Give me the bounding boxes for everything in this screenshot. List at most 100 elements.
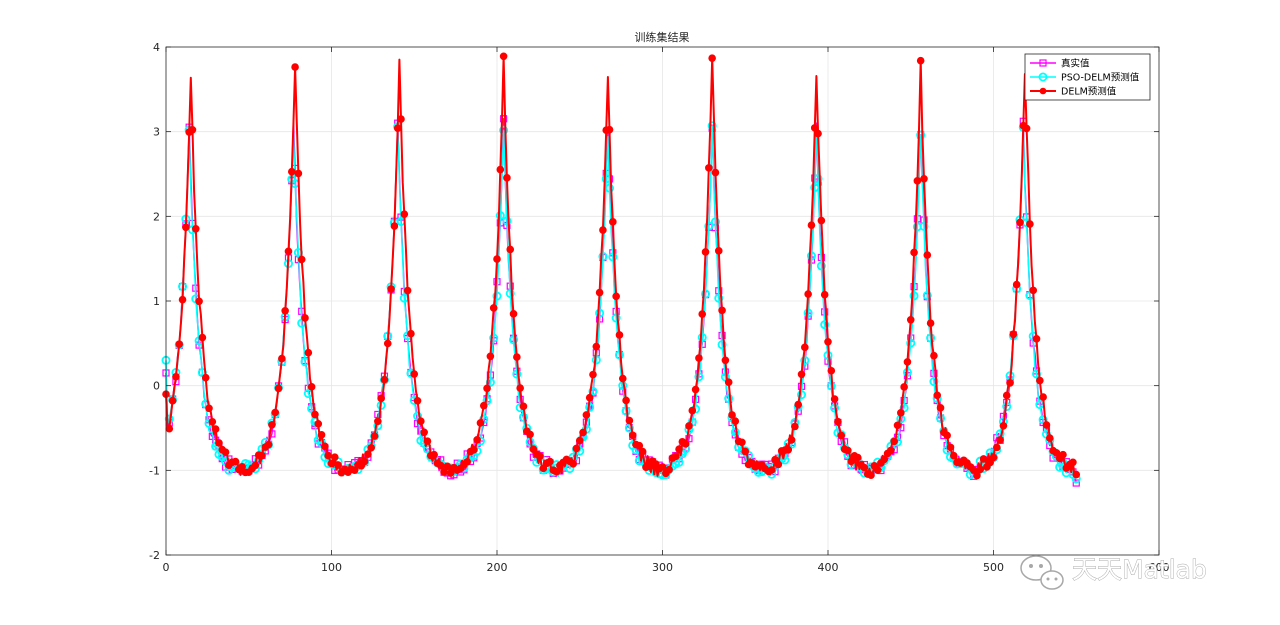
data-point <box>691 385 700 394</box>
data-point <box>201 373 210 382</box>
data-point <box>973 471 981 480</box>
data-point <box>364 450 372 458</box>
data-point <box>731 417 740 425</box>
data-point <box>714 293 724 303</box>
data-point <box>374 410 382 419</box>
wechat-icon <box>1020 555 1064 590</box>
data-point <box>867 471 875 479</box>
data-point <box>609 218 617 226</box>
data-point <box>483 384 491 393</box>
data-point <box>880 455 889 464</box>
data-point <box>281 306 289 315</box>
data-point <box>946 443 955 452</box>
data-point <box>175 340 184 348</box>
data-point <box>367 443 376 452</box>
data-point <box>910 248 918 257</box>
data-point <box>794 400 803 409</box>
data-point <box>996 436 1004 444</box>
data-point <box>552 467 561 476</box>
data-point <box>592 342 601 351</box>
data-point <box>1039 393 1047 401</box>
data-point <box>188 125 197 134</box>
data-point <box>724 378 733 387</box>
data-point <box>595 308 605 318</box>
data-point <box>728 411 736 419</box>
data-point <box>813 174 823 184</box>
data-point <box>294 169 303 178</box>
data-point <box>231 457 240 466</box>
data-point <box>417 417 425 425</box>
data-point <box>569 459 577 468</box>
data-point <box>929 377 939 387</box>
plot-area <box>161 52 1081 487</box>
x-tick-label: 200 <box>487 561 508 574</box>
data-point <box>897 409 905 417</box>
data-point <box>824 338 832 346</box>
data-point <box>916 56 925 65</box>
data-point <box>595 288 604 297</box>
data-point <box>374 417 382 426</box>
data-point <box>919 221 929 231</box>
data-point <box>172 372 180 381</box>
data-point <box>806 251 816 261</box>
data-point <box>198 333 207 342</box>
data-point <box>936 404 945 412</box>
data-point <box>976 465 985 474</box>
x-tick-label: 500 <box>983 561 1004 574</box>
data-point <box>718 306 726 315</box>
y-tick-label: 2 <box>153 210 160 223</box>
x-tick-label: 100 <box>321 561 342 574</box>
y-tick-label: 3 <box>153 126 160 139</box>
data-point <box>612 292 620 301</box>
data-point <box>473 435 481 444</box>
data-point <box>519 402 528 411</box>
data-point <box>622 396 630 405</box>
data-point <box>334 461 342 469</box>
data-point <box>165 424 174 433</box>
data-point <box>717 340 727 350</box>
data-point <box>321 442 329 451</box>
data-point <box>615 331 624 339</box>
data-point <box>271 408 280 417</box>
data-point <box>221 448 230 456</box>
data-point <box>211 425 220 433</box>
data-point <box>993 443 1001 452</box>
data-point <box>601 174 611 184</box>
data-point <box>422 444 432 454</box>
data-point <box>926 319 935 327</box>
data-point <box>195 297 203 306</box>
data-point <box>767 466 776 474</box>
data-point <box>1042 421 1051 429</box>
data-point <box>546 457 554 466</box>
data-point <box>989 453 998 462</box>
data-point <box>489 304 498 312</box>
data-point <box>685 422 693 430</box>
data-point <box>708 54 716 62</box>
data-point <box>634 456 644 466</box>
data-point <box>370 432 379 440</box>
data-point <box>844 446 852 455</box>
data-point <box>688 406 697 415</box>
data-point <box>933 391 942 400</box>
data-point <box>489 333 499 343</box>
data-point <box>704 221 714 231</box>
data-point <box>317 431 326 439</box>
data-point <box>377 394 385 403</box>
data-point <box>291 63 299 71</box>
data-point <box>810 182 820 192</box>
data-point <box>413 396 422 405</box>
data-point <box>816 261 826 271</box>
data-point <box>493 255 501 263</box>
data-point <box>380 375 389 384</box>
data-point <box>463 458 472 466</box>
data-point <box>476 419 485 427</box>
data-point <box>1009 330 1018 339</box>
data-point <box>873 466 882 475</box>
data-point <box>625 416 634 425</box>
data-point <box>1016 218 1024 227</box>
data-point <box>513 353 521 361</box>
data-point <box>943 431 951 440</box>
data-point <box>710 217 720 227</box>
data-point <box>827 366 836 375</box>
data-point <box>588 386 598 396</box>
